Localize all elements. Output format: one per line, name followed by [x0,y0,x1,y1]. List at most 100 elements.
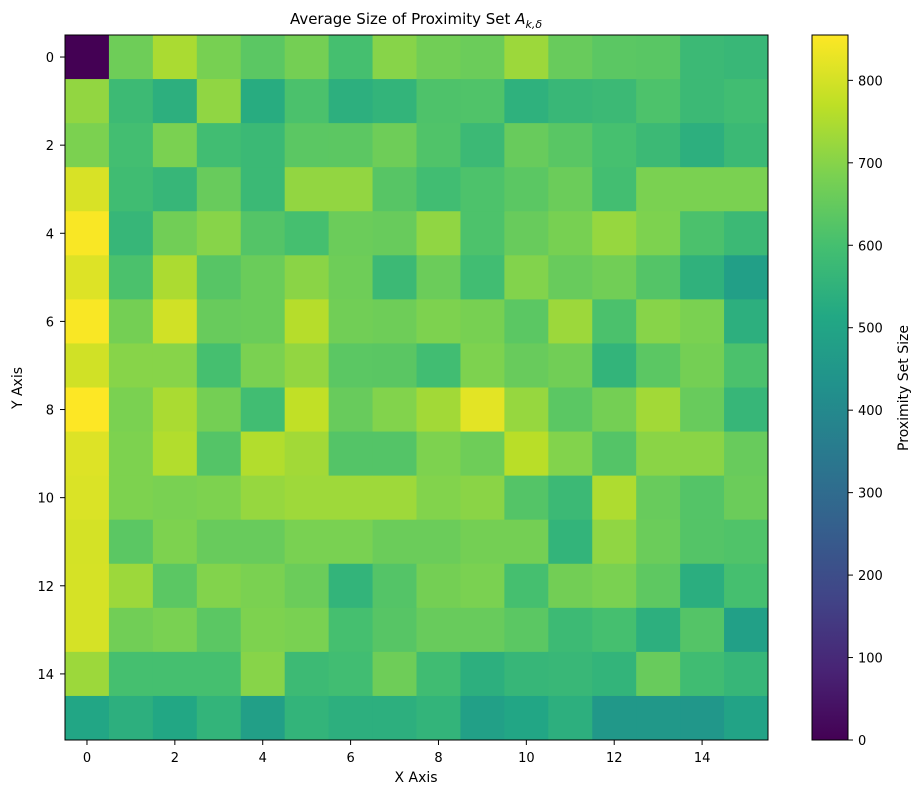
heatmap-cell [108,607,154,653]
heatmap-cell [548,299,593,344]
heatmap-cell [680,695,725,741]
heatmap-cell [592,607,637,653]
heatmap-cell [108,211,154,256]
heatmap-cell [416,519,461,565]
heatmap-cell [548,431,593,477]
heatmap-cell [680,563,725,609]
heatmap-cell [152,651,198,697]
y-tick-label: 2 [46,139,54,154]
heatmap-cell [680,431,725,477]
heatmap-cell [460,167,505,212]
heatmap-cell [328,607,374,653]
heatmap-cell [108,123,154,168]
y-axis-ticks: 0 2 4 6 8 10 12 14 [37,51,65,683]
x-tick-label: 6 [346,751,354,766]
heatmap-cell [284,519,330,565]
heatmap-cell [196,651,242,697]
heatmap-cell [284,35,330,80]
x-axis-label: X Axis [394,770,437,786]
colorbar-tick-label: 500 [858,322,883,337]
heatmap-cell [504,255,549,300]
heatmap-cell [592,519,637,565]
heatmap-cell [240,123,286,168]
heatmap-cell [592,255,637,300]
heatmap-cell [592,651,637,697]
heatmap-cell [284,695,330,741]
heatmap-cell [460,255,505,300]
heatmap-cell [152,299,198,344]
y-tick-label: 6 [46,315,54,330]
heatmap-cell [240,607,286,653]
heatmap-cell [65,519,110,565]
heatmap-cell [65,695,110,741]
heatmap-cell [284,343,330,388]
heatmap-cell [65,343,110,388]
heatmap-cell [65,651,110,697]
heatmap-cell [372,431,417,477]
heatmap-cell [152,79,198,124]
heatmap-cell [460,123,505,168]
heatmap-cell [636,211,681,256]
heatmap-cell [592,343,637,388]
colorbar-tick-label: 0 [858,734,866,749]
heatmap-cell [65,35,110,80]
heatmap-cell [680,35,725,80]
heatmap-cell [636,79,681,124]
heatmap-cell [240,695,286,741]
colorbar-tick-label: 100 [858,652,883,667]
heatmap-cell [724,519,769,565]
heatmap-cell [65,387,110,433]
heatmap-cell [636,519,681,565]
heatmap-cell [592,123,637,168]
heatmap-cell [592,167,637,212]
heatmap-cell [372,123,417,168]
heatmap-cell [548,79,593,124]
heatmap-cell [152,431,198,477]
heatmap-cell [108,79,154,124]
heatmap-cell [416,123,461,168]
heatmap-cell [460,695,505,741]
heatmap-cell [636,475,681,521]
heatmap-cell [152,695,198,741]
heatmap-cell [108,695,154,741]
heatmap-cell [724,343,769,388]
heatmap-cell [416,35,461,80]
heatmap-cell [460,431,505,477]
heatmap-cell [108,343,154,388]
heatmap-cell [680,167,725,212]
heatmap-cell [240,79,286,124]
heatmap-cell [504,123,549,168]
heatmap-cell [328,431,374,477]
heatmap-cell [680,343,725,388]
heatmap-cell [680,519,725,565]
heatmap-cell [416,387,461,433]
heatmap-cell [636,431,681,477]
heatmap-cell [108,35,154,80]
heatmap-cell [460,651,505,697]
heatmap-cell [240,651,286,697]
y-tick-label: 4 [46,227,54,242]
heatmap-cell [680,651,725,697]
heatmap-cell [284,211,330,256]
heatmap-cell [504,431,549,477]
colorbar-tick-label: 400 [858,404,883,419]
heatmap-cell [548,475,593,521]
heatmap-cell [548,35,593,80]
heatmap-cell [636,651,681,697]
heatmap-cell [724,35,769,80]
y-tick-label: 8 [46,404,54,419]
heatmap-cell [284,651,330,697]
heatmap-cell [372,387,417,433]
heatmap-cell [152,475,198,521]
heatmap-cell [724,431,769,477]
heatmap-cell [108,519,154,565]
heatmap-cell [196,343,242,388]
colorbar-tick-label: 700 [858,157,883,172]
heatmap-cell [724,695,769,741]
colorbar [811,34,849,741]
heatmap-cell [372,651,417,697]
heatmap-cell [724,79,769,124]
heatmap-cell [460,35,505,80]
heatmap-cell [328,343,374,388]
heatmap-cell [328,123,374,168]
